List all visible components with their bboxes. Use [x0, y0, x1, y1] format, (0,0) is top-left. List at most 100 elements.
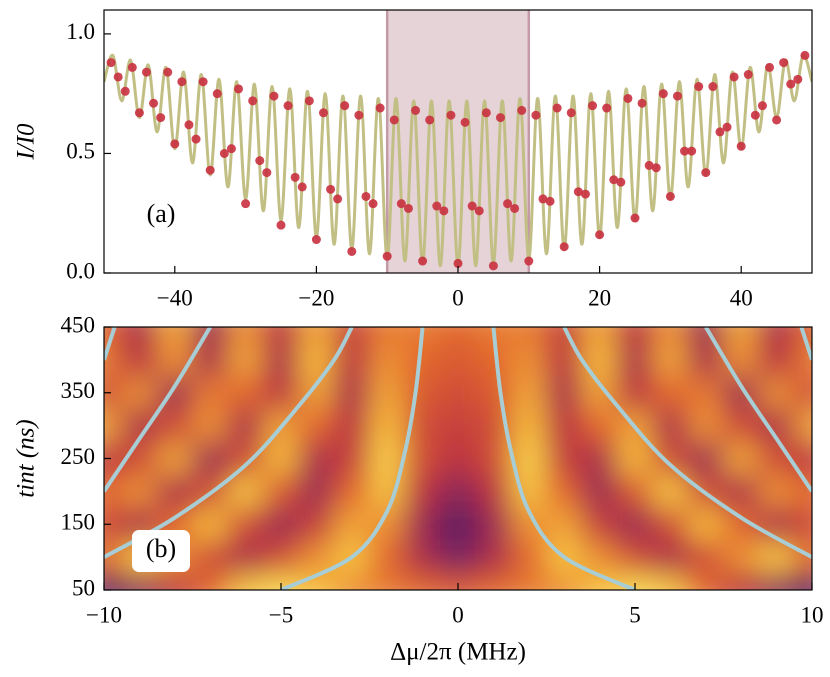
data-point	[191, 134, 201, 144]
data-point	[198, 77, 208, 87]
heat-cell	[262, 342, 300, 377]
data-point	[141, 67, 151, 77]
heat-cell	[227, 408, 264, 443]
data-point	[354, 110, 364, 120]
heat-cell	[510, 342, 547, 377]
data-point	[163, 67, 173, 77]
heat-cell	[262, 327, 300, 344]
panel: −40 −20 0 20 40 0.0 0.5 1.0 I/I0 (a)	[13, 9, 813, 310]
heat-cell	[404, 507, 441, 542]
x-tick-label: −10	[86, 602, 122, 627]
data-point	[474, 206, 484, 216]
data-point	[106, 58, 116, 68]
data-point	[177, 77, 187, 87]
data-point	[786, 79, 796, 89]
data-point	[779, 58, 789, 68]
heat-cell	[156, 573, 193, 590]
heat-cell	[758, 573, 795, 590]
heat-cell	[475, 507, 512, 542]
data-point	[488, 261, 498, 271]
y-tick-label: 50	[72, 575, 95, 600]
data-point	[333, 194, 343, 204]
heat-cell	[687, 507, 724, 542]
heat-cell	[404, 540, 441, 575]
data-point	[290, 172, 300, 182]
data-point	[743, 70, 753, 80]
heat-cell	[439, 507, 477, 542]
heat-cell	[475, 342, 512, 377]
data-point	[418, 256, 428, 266]
heat-cell	[104, 408, 123, 443]
heat-cell	[510, 540, 547, 575]
data-point	[134, 108, 144, 118]
heat-cell	[104, 573, 123, 590]
heat-cell	[121, 342, 158, 377]
data-point	[389, 115, 399, 125]
data-point	[283, 101, 293, 111]
heat-cell	[687, 540, 724, 575]
data-point	[481, 108, 491, 118]
data-point	[580, 189, 590, 199]
data-point	[361, 191, 371, 201]
heat-cell	[546, 573, 583, 590]
heat-cell	[192, 408, 229, 443]
heat-cell	[192, 507, 229, 542]
heat-cell	[369, 375, 406, 410]
heat-cell	[369, 573, 406, 590]
y-axis-label: I/I0	[13, 123, 40, 161]
data-point	[715, 127, 725, 137]
heat-cell	[439, 375, 477, 410]
data-point	[495, 113, 505, 123]
heat-cell	[156, 342, 193, 377]
heat-cell	[104, 441, 123, 476]
data-point	[432, 201, 442, 211]
heat-cell	[687, 573, 724, 590]
data-point	[184, 120, 194, 130]
heat-cell	[687, 408, 724, 443]
data-point	[396, 199, 406, 209]
heat-cell	[652, 408, 689, 443]
data-point	[156, 113, 166, 123]
data-point	[736, 141, 746, 151]
heat-cell	[227, 327, 264, 344]
data-point	[524, 256, 534, 266]
heat-cell	[723, 474, 760, 509]
heat-cell	[121, 474, 158, 509]
data-point	[517, 105, 527, 115]
heat-cell	[652, 507, 689, 542]
heat-cell	[546, 474, 583, 509]
heat-cell	[333, 441, 370, 476]
heat-cell	[723, 342, 760, 377]
heat-cell	[104, 507, 123, 542]
data-point	[701, 168, 711, 178]
data-point	[503, 199, 513, 209]
annotation-box	[132, 530, 190, 572]
heat-cell	[439, 540, 477, 575]
data-point	[573, 187, 583, 197]
heat-cell	[581, 441, 618, 476]
heat-cell	[616, 474, 654, 509]
x-tick-label: −40	[157, 285, 193, 310]
data-point	[722, 122, 732, 132]
data-point	[588, 101, 598, 111]
heat-cell	[616, 342, 654, 377]
heat-cell	[652, 573, 689, 590]
contour-curve	[562, 327, 812, 559]
heat-cell	[793, 375, 812, 410]
heat-cell	[404, 342, 441, 377]
heat-cell	[227, 441, 264, 476]
heat-cell	[546, 408, 583, 443]
x-tick-label: 20	[588, 285, 611, 310]
data-point	[403, 203, 413, 213]
heat-cell	[104, 375, 123, 410]
data-point	[382, 251, 392, 261]
heat-cell	[369, 408, 406, 443]
data-point	[340, 101, 350, 111]
data-point	[269, 91, 279, 101]
heat-cell	[475, 375, 512, 410]
x-tick-label: −20	[298, 285, 334, 310]
data-point	[255, 156, 265, 166]
heatmap	[104, 327, 812, 590]
data-point	[276, 220, 286, 230]
y-tick-label: 450	[61, 312, 96, 337]
